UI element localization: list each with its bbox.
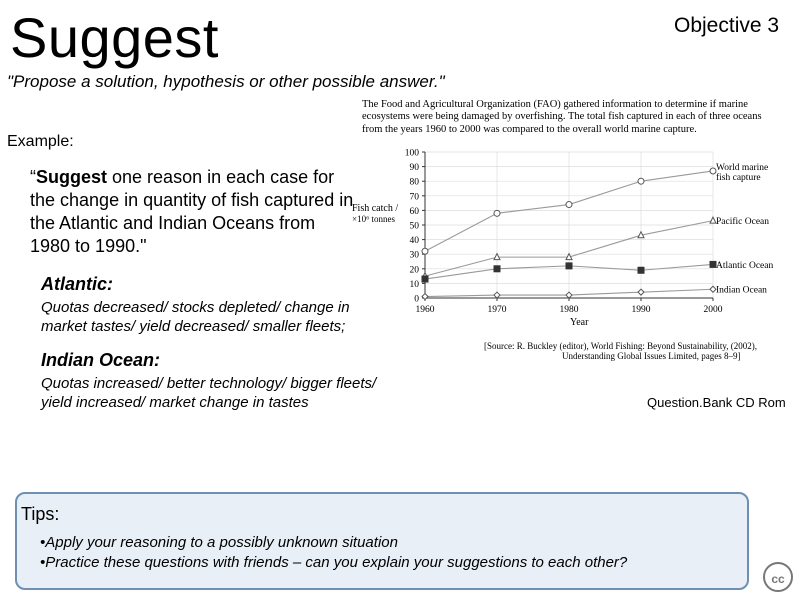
figure-intro-text: The Food and Agricultural Organization (… [362, 99, 762, 135]
series-label: fish capture [716, 172, 761, 183]
atlantic-heading: Atlantic: [41, 274, 113, 294]
question-body: one reason in each case for the change i… [30, 167, 354, 256]
data-point [565, 262, 573, 270]
y-tick-label: 10 [410, 280, 420, 290]
data-point [709, 260, 717, 268]
data-point [637, 288, 645, 296]
atlantic-answer: Quotas decreased/ stocks depleted/ chang… [41, 299, 350, 335]
x-tick-label: 2000 [704, 305, 723, 315]
tips-heading: Tips: [21, 504, 60, 524]
chart-source-citation: [Source: R. Buckley (editor), World Fish… [484, 341, 774, 361]
data-point [709, 216, 717, 224]
slide-title: Suggest [10, 6, 219, 69]
data-point [565, 291, 573, 299]
y-tick-label: 30 [410, 251, 420, 261]
tip-item: •Practice these questions with friends –… [40, 554, 628, 571]
x-tick-label: 1960 [416, 305, 435, 315]
data-point [637, 266, 645, 274]
series-label: World marine [716, 163, 768, 173]
question-command-word: Suggest [36, 167, 108, 187]
example-label: Example: [7, 133, 74, 150]
x-tick-label: 1990 [632, 305, 651, 315]
data-point [493, 252, 501, 261]
y-axis-label: Fish catch / [352, 203, 398, 214]
data-point [421, 247, 429, 255]
data-point [709, 167, 717, 175]
cc-icon: cc [763, 562, 793, 592]
fish-catch-chart: 0 10 20 30 40 50 60 70 80 90 100 1960 1970 1980 1990 20… [352, 149, 773, 329]
tip-item: •Apply your reasoning to a possibly unkn… [40, 534, 398, 551]
y-tick-label: 40 [410, 236, 420, 246]
tips-box [15, 492, 749, 590]
data-point [565, 252, 573, 261]
y-tick-label: 80 [410, 178, 420, 188]
data-point [565, 201, 573, 209]
data-point [637, 177, 645, 185]
data-point [421, 292, 429, 301]
question-open-quote: “ [30, 167, 36, 187]
data-point [709, 285, 717, 293]
x-tick-label: 1970 [488, 305, 507, 315]
y-tick-label: 100 [405, 149, 420, 159]
x-axis-label: Year [570, 317, 589, 328]
data-point [421, 275, 429, 283]
credit-text: Question.Bank CD Rom [647, 395, 786, 410]
grid-layer [424, 151, 714, 299]
y-tick-label: 70 [410, 192, 420, 202]
series-label: Indian Ocean [716, 286, 767, 296]
indian-answer: Quotas increased/ better technology/ big… [41, 375, 377, 411]
series-label: Atlantic Ocean [716, 261, 773, 271]
source-line-1: [Source: R. Buckley (editor), World Fish… [484, 341, 757, 351]
indian-heading: Indian Ocean: [41, 350, 161, 370]
y-tick-label: 50 [410, 222, 420, 232]
example-question: “Suggest one reason in each case for the… [30, 166, 360, 258]
data-point [493, 265, 501, 273]
x-tick-label: 1980 [560, 305, 579, 315]
axis-layer: 0 10 20 30 40 50 60 70 80 90 100 1960 1970 1980 1990 20… [405, 149, 723, 316]
y-tick-label: 20 [410, 265, 420, 275]
data-point [493, 209, 501, 217]
data-point [493, 291, 501, 299]
y-tick-label: 0 [414, 295, 419, 305]
objective-label: Objective 3 [674, 14, 780, 37]
source-line-2: Understanding Global Issues Limited, pag… [562, 351, 741, 361]
y-tick-label: 90 [410, 163, 420, 173]
definition-text: "Propose a solution, hypothesis or other… [7, 72, 445, 91]
y-tick-label: 60 [410, 207, 420, 217]
data-point [637, 230, 645, 239]
series-label: Pacific Ocean [716, 216, 769, 227]
y-axis-unit: ×10⁶ tonnes [352, 214, 395, 224]
